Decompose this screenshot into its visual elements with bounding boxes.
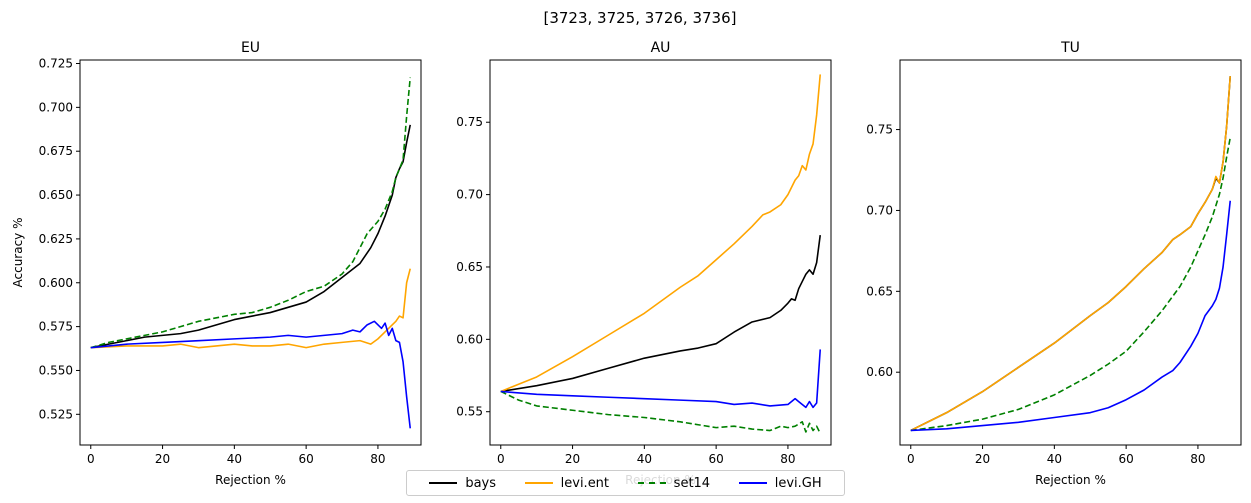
legend-swatch-set14 (637, 482, 666, 484)
series-line-bays-tu (910, 76, 1232, 432)
y-tick-label-eu: 0.600 (39, 276, 73, 290)
x-tick-label-eu: 80 (370, 452, 385, 466)
y-tick-label-au: 0.65 (456, 260, 483, 274)
x-tick-label-eu: 0 (87, 452, 95, 466)
y-tick-label-eu: 0.625 (39, 232, 73, 246)
x-tick-label-au: 0 (497, 452, 505, 466)
figure-suptitle: [3723, 3725, 3726, 3736] (543, 9, 736, 27)
series-line-levi-ent-eu (90, 268, 412, 349)
series-line-levi-ent-au (500, 74, 822, 393)
x-tick-label-eu: 40 (227, 452, 242, 466)
y-tick-label-eu: 0.725 (39, 57, 73, 71)
legend-label-set14: set14 (673, 475, 711, 491)
y-tick-label-au: 0.70 (456, 188, 483, 202)
axes-frame-au (489, 59, 832, 446)
y-tick-label-tu: 0.70 (866, 203, 893, 217)
legend-item-set14: set14 (637, 475, 711, 491)
x-tick-label-au: 80 (780, 452, 795, 466)
legend-label-bays: bays (465, 475, 496, 491)
x-tick-label-au: 20 (565, 452, 580, 466)
panel-title-eu: EU (241, 40, 260, 56)
series-line-levi-gh-au (500, 349, 822, 409)
x-tick-label-tu: 80 (1190, 452, 1205, 466)
legend-item-levi-ent: levi.ent (524, 475, 610, 491)
y-tick-label-tu: 0.65 (866, 284, 893, 298)
series-line-set14-eu (90, 77, 412, 349)
x-tick-label-tu: 60 (1118, 452, 1133, 466)
legend: bays levi.ent set14 levi.GH (406, 470, 845, 496)
y-tick-label-au: 0.60 (456, 332, 483, 346)
x-tick-label-tu: 20 (975, 452, 990, 466)
panel-tu: 0 20 40 60 80 0.60 0.65 0.70 0.75 TU Rejection % (866, 40, 1242, 487)
y-tick-label-tu: 0.60 (866, 365, 893, 379)
panel-title-au: AU (651, 40, 671, 56)
legend-label-levi-gh: levi.GH (774, 475, 822, 491)
y-tick-label-eu: 0.650 (39, 188, 73, 202)
x-tick-label-tu: 0 (907, 452, 915, 466)
series-line-bays-eu (90, 124, 412, 349)
series-line-set14-tu (910, 137, 1232, 432)
x-tick-label-au: 40 (637, 452, 652, 466)
series-line-levi-gh-tu (910, 200, 1232, 432)
panel-title-tu: TU (1060, 40, 1080, 56)
legend-swatch-levi-gh (738, 482, 767, 484)
series-line-levi-ent-tu (910, 76, 1232, 432)
x-axis-label-tu: Rejection % (1035, 473, 1106, 487)
legend-swatch-bays (429, 482, 458, 484)
y-tick-label-eu: 0.675 (39, 144, 73, 158)
y-tick-label-eu: 0.550 (39, 363, 73, 377)
legend-item-bays: bays (429, 476, 496, 491)
y-tick-label-au: 0.55 (456, 405, 483, 419)
panel-au: 0204060800.550.600.650.700.75AURejection… (456, 40, 832, 487)
panel-eu: 0 20 40 60 80 0.525 0.550 0.575 0.600 0.625 0.650 0… (11, 40, 422, 487)
x-tick-label-au: 60 (708, 452, 723, 466)
y-tick-label-eu: 0.525 (39, 407, 73, 421)
y-axis-label-eu: Accuracy % (11, 217, 25, 287)
legend-swatch-levi-ent (524, 482, 553, 484)
axes-frame-tu (899, 59, 1242, 446)
series-line-bays-au (500, 235, 822, 393)
series-line-levi-gh-eu (90, 320, 412, 429)
y-tick-label-tu: 0.75 (866, 123, 893, 137)
legend-label-levi-ent: levi.ent (560, 475, 610, 491)
y-tick-label-au: 0.75 (456, 115, 483, 129)
y-tick-label-eu: 0.575 (39, 320, 73, 334)
y-tick-label-eu: 0.700 (39, 100, 73, 114)
x-tick-label-eu: 60 (298, 452, 313, 466)
x-tick-label-eu: 20 (155, 452, 170, 466)
x-axis-label-eu: Rejection % (215, 473, 286, 487)
axes-frame-eu (79, 59, 422, 446)
legend-item-levi-gh: levi.GH (738, 475, 822, 491)
series-line-set14-au (500, 390, 821, 434)
x-tick-label-tu: 40 (1047, 452, 1062, 466)
